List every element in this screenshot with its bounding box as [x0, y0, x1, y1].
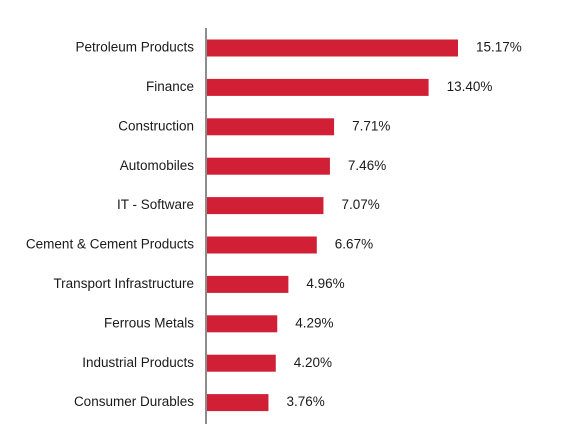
value-label: 7.71%: [352, 118, 390, 133]
category-label: Automobiles: [120, 158, 195, 173]
bars-group: [206, 39, 458, 412]
value-label: 7.46%: [348, 158, 386, 173]
category-label: IT - Software: [117, 197, 194, 212]
bar: [206, 197, 324, 215]
value-label: 4.96%: [306, 276, 344, 291]
category-label: Consumer Durables: [74, 394, 194, 409]
value-label: 3.76%: [286, 394, 324, 409]
category-label: Transport Infrastructure: [53, 276, 194, 291]
category-label: Industrial Products: [82, 355, 194, 370]
bar: [206, 39, 458, 57]
category-labels-group: Petroleum Products Finance Construction Aut…: [26, 40, 194, 410]
category-label: Construction: [118, 118, 194, 133]
value-label: 7.07%: [341, 197, 379, 212]
category-label: Finance: [146, 79, 194, 94]
bar: [206, 315, 278, 333]
value-label: 15.17%: [476, 40, 522, 55]
value-label: 4.29%: [295, 315, 333, 330]
value-label: 6.67%: [335, 237, 373, 252]
value-labels-group: 15.17% 13.40% 7.71% 7.46% 7.07% 6.67% 4.96% 4.2…: [286, 40, 521, 410]
category-label: Cement & Cement Products: [26, 237, 194, 252]
bar: [206, 78, 429, 96]
value-label: 4.20%: [294, 355, 332, 370]
category-label: Petroleum Products: [75, 40, 194, 55]
bar: [206, 118, 335, 136]
bar: [206, 236, 317, 254]
value-label: 13.40%: [447, 79, 493, 94]
bar: [206, 354, 276, 372]
category-label: Ferrous Metals: [104, 315, 194, 330]
bar: [206, 394, 269, 412]
bar: [206, 275, 289, 293]
bar: [206, 157, 330, 175]
